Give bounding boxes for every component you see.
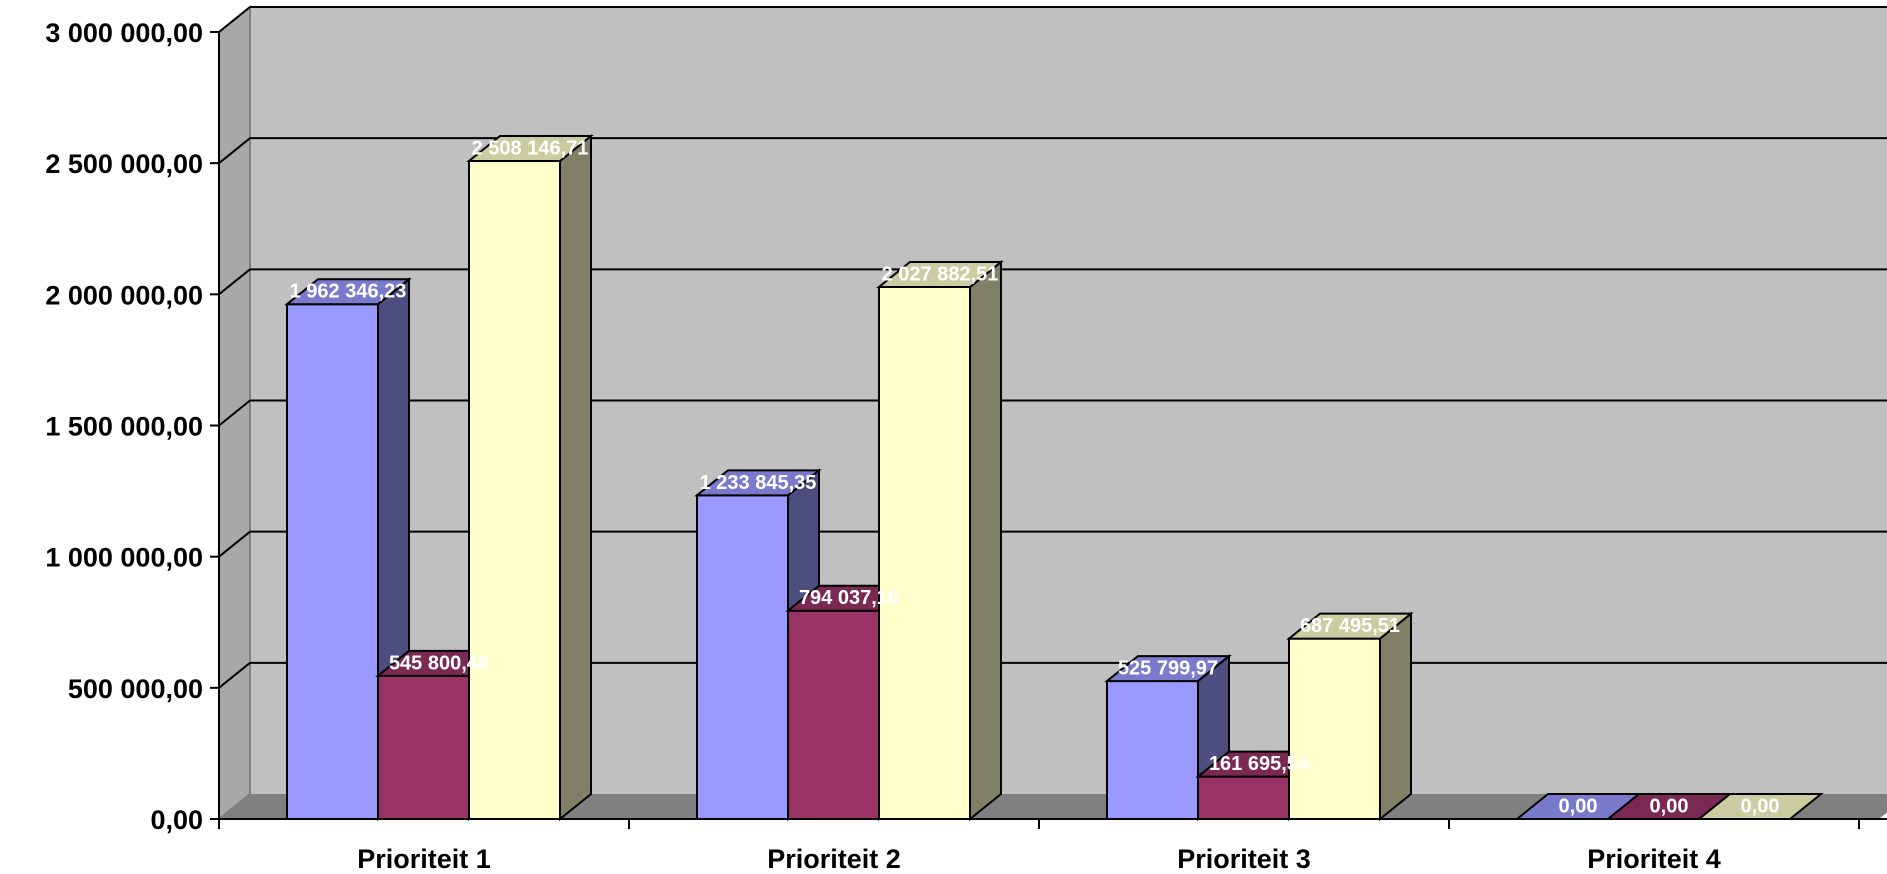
y-tick-label: 500 000,00 <box>68 674 203 704</box>
data-label: 161 695,54 <box>1209 753 1310 775</box>
data-label: 1 962 346,23 <box>290 281 407 303</box>
bar-top <box>694 469 822 497</box>
bar-front <box>878 286 971 821</box>
data-label: 0,00 <box>1650 796 1689 818</box>
bar-front <box>696 494 789 820</box>
x-axis-ticks: Prioriteit 1 Prioriteit 2 Prioriteit 3 Prio… <box>218 819 1860 874</box>
bar-front <box>1288 637 1381 821</box>
bar-top <box>466 135 594 163</box>
bars <box>284 133 1824 822</box>
bar-top <box>1286 612 1414 640</box>
y-axis-ticks: 0,00 500 000,00 1 000 000,00 1 500 000,00 2 … <box>45 18 219 835</box>
bar-front <box>286 303 379 820</box>
bar-top <box>1696 793 1824 820</box>
floor <box>219 794 1887 819</box>
data-label: 794 037,16 <box>799 587 899 609</box>
gridline-side <box>218 268 251 296</box>
bar-top <box>284 278 412 306</box>
data-label: 2 508 146,71 <box>472 138 589 160</box>
data-label: 525 799,97 <box>1118 658 1218 680</box>
bar-front <box>468 160 561 820</box>
data-label: 545 800,48 <box>389 652 489 674</box>
y-tick-label: 3 000 000,00 <box>45 18 203 48</box>
bar-side <box>1379 611 1412 822</box>
bar <box>876 259 1004 822</box>
data-labels: 1 962 346,23 545 800,48 2 508 146,71 1 233 … <box>290 138 1780 818</box>
bar-side <box>969 259 1002 822</box>
y-tick-label: 1 500 000,00 <box>45 412 203 442</box>
gridline-side <box>218 137 251 164</box>
y-tick-label: 0,00 <box>150 805 203 835</box>
bar-front <box>787 609 880 820</box>
bar-top <box>876 261 1004 289</box>
gridline-side <box>218 662 251 689</box>
gridline-side <box>218 6 251 33</box>
x-tick-label: Prioriteit 3 <box>1177 844 1311 874</box>
gridline-side <box>218 530 251 558</box>
data-label: 0,00 <box>1741 796 1780 818</box>
data-label: 1 233 845,35 <box>700 472 817 494</box>
gridline-side <box>218 399 251 427</box>
data-label: 2 027 882,51 <box>882 264 999 286</box>
bar-front <box>1197 775 1290 820</box>
y-tick-label: 2 500 000,00 <box>45 149 203 179</box>
bar-front <box>377 674 470 821</box>
x-tick-label: Prioriteit 4 <box>1587 844 1721 874</box>
x-tick-label: Prioriteit 1 <box>357 844 491 874</box>
bar <box>1696 793 1824 820</box>
bar <box>466 133 594 822</box>
data-label: 0,00 <box>1559 796 1598 818</box>
data-label: 687 495,51 <box>1300 615 1400 637</box>
bar-front <box>1106 680 1199 820</box>
bar-side <box>559 133 592 822</box>
x-tick-label: Prioriteit 2 <box>767 844 901 874</box>
bar <box>284 277 412 822</box>
bar-top <box>1104 655 1232 683</box>
y-tick-label: 2 000 000,00 <box>45 280 203 310</box>
bar <box>1286 611 1414 822</box>
y-tick-label: 1 000 000,00 <box>45 543 203 573</box>
